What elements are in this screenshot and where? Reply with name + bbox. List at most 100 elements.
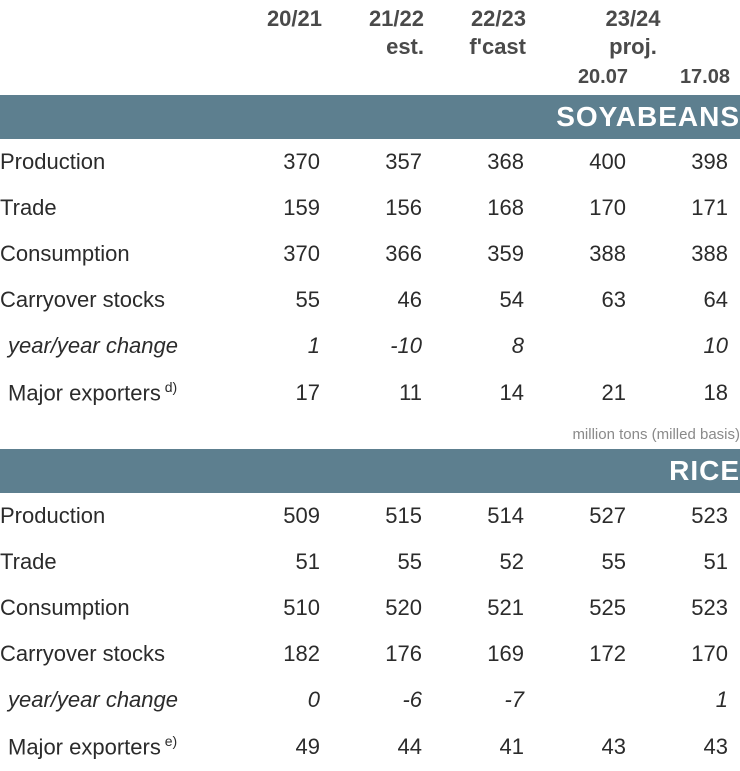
- section-title: SOYABEANS: [0, 95, 740, 139]
- table-row: Carryover stocks182176169172170: [0, 631, 740, 677]
- cell-value: 55: [536, 539, 638, 585]
- cell-value: 521: [434, 585, 536, 631]
- cell-value: 182: [230, 631, 332, 677]
- cell-value: 1: [638, 677, 740, 723]
- cell-value: 44: [332, 723, 434, 770]
- cell-value: 159: [230, 185, 332, 231]
- cell-value: 171: [638, 185, 740, 231]
- cell-value: 400: [536, 139, 638, 185]
- table-row: year/year change0-6-7 1: [0, 677, 740, 723]
- cell-value: 527: [536, 493, 638, 539]
- table-row: Major exporters e)4944414343: [0, 723, 740, 770]
- cell-value: 14: [434, 369, 536, 416]
- row-label: Trade: [0, 539, 230, 585]
- commodity-table: 20/21 21/22 22/23 23/24 est. f'cast proj…: [0, 0, 740, 771]
- cell-value: 0: [230, 677, 332, 723]
- col-header-2-bot: est.: [332, 34, 434, 66]
- cell-value: 63: [536, 277, 638, 323]
- cell-value: -10: [332, 323, 434, 369]
- cell-value: 170: [536, 185, 638, 231]
- cell-value: 509: [230, 493, 332, 539]
- cell-value: 398: [638, 139, 740, 185]
- cell-value: 520: [332, 585, 434, 631]
- cell-value: 515: [332, 493, 434, 539]
- table-row: Major exporters d)1711142118: [0, 369, 740, 416]
- cell-value: 172: [536, 631, 638, 677]
- row-label: Consumption: [0, 585, 230, 631]
- col-header-2-top: 21/22: [332, 0, 434, 34]
- cell-value: 357: [332, 139, 434, 185]
- cell-value: 43: [638, 723, 740, 770]
- col-header-45-bot: proj.: [536, 34, 740, 66]
- cell-value: 366: [332, 231, 434, 277]
- cell-value: 359: [434, 231, 536, 277]
- row-label: year/year change: [0, 323, 230, 369]
- row-label: year/year change: [0, 677, 230, 723]
- table-row: Carryover stocks5546546364: [0, 277, 740, 323]
- table-row: Consumption510520521525523: [0, 585, 740, 631]
- cell-value: 168: [434, 185, 536, 231]
- cell-value: 18: [638, 369, 740, 416]
- col-header-4-date: 20.07: [536, 66, 638, 95]
- cell-value: 46: [332, 277, 434, 323]
- table-header: 20/21 21/22 22/23 23/24 est. f'cast proj…: [0, 0, 740, 95]
- row-label: Carryover stocks: [0, 631, 230, 677]
- cell-value: 388: [638, 231, 740, 277]
- cell-value: 51: [638, 539, 740, 585]
- cell-value: 55: [230, 277, 332, 323]
- row-label: Major exporters e): [0, 723, 230, 770]
- unit-note: million tons (milled basis): [0, 416, 740, 449]
- cell-value: [536, 677, 638, 723]
- col-header-5-date: 17.08: [638, 66, 740, 95]
- table-row: Production370357368400398: [0, 139, 740, 185]
- cell-value: [536, 323, 638, 369]
- cell-value: 17: [230, 369, 332, 416]
- col-header-3-bot: f'cast: [434, 34, 536, 66]
- cell-value: 41: [434, 723, 536, 770]
- cell-value: 370: [230, 231, 332, 277]
- section-title: RICE: [0, 449, 740, 493]
- cell-value: 170: [638, 631, 740, 677]
- cell-value: -7: [434, 677, 536, 723]
- row-label: Production: [0, 493, 230, 539]
- table-row: Trade5155525551: [0, 539, 740, 585]
- cell-value: 169: [434, 631, 536, 677]
- table-row: year/year change1-108 10: [0, 323, 740, 369]
- cell-value: 514: [434, 493, 536, 539]
- cell-value: 523: [638, 493, 740, 539]
- col-header-3-top: 22/23: [434, 0, 536, 34]
- cell-value: 64: [638, 277, 740, 323]
- table-row: Consumption370366359388388: [0, 231, 740, 277]
- cell-value: 52: [434, 539, 536, 585]
- table-row: Production509515514527523: [0, 493, 740, 539]
- table-row: Trade159156168170171: [0, 185, 740, 231]
- cell-value: 370: [230, 139, 332, 185]
- cell-value: 176: [332, 631, 434, 677]
- cell-value: 51: [230, 539, 332, 585]
- cell-value: 156: [332, 185, 434, 231]
- row-label: Consumption: [0, 231, 230, 277]
- row-label: Major exporters d): [0, 369, 230, 416]
- cell-value: 523: [638, 585, 740, 631]
- col-header-1: 20/21: [230, 0, 332, 66]
- cell-value: 21: [536, 369, 638, 416]
- cell-value: 388: [536, 231, 638, 277]
- row-label: Production: [0, 139, 230, 185]
- cell-value: 525: [536, 585, 638, 631]
- cell-value: 55: [332, 539, 434, 585]
- cell-value: 368: [434, 139, 536, 185]
- cell-value: 54: [434, 277, 536, 323]
- cell-value: -6: [332, 677, 434, 723]
- cell-value: 510: [230, 585, 332, 631]
- cell-value: 10: [638, 323, 740, 369]
- row-label: Carryover stocks: [0, 277, 230, 323]
- cell-value: 43: [536, 723, 638, 770]
- table-body: SOYABEANSProduction370357368400398Trade1…: [0, 95, 740, 771]
- commodity-table-container: 20/21 21/22 22/23 23/24 est. f'cast proj…: [0, 0, 740, 771]
- cell-value: 1: [230, 323, 332, 369]
- cell-value: 11: [332, 369, 434, 416]
- cell-value: 8: [434, 323, 536, 369]
- col-header-45-top: 23/24: [536, 0, 740, 34]
- cell-value: 49: [230, 723, 332, 770]
- row-label: Trade: [0, 185, 230, 231]
